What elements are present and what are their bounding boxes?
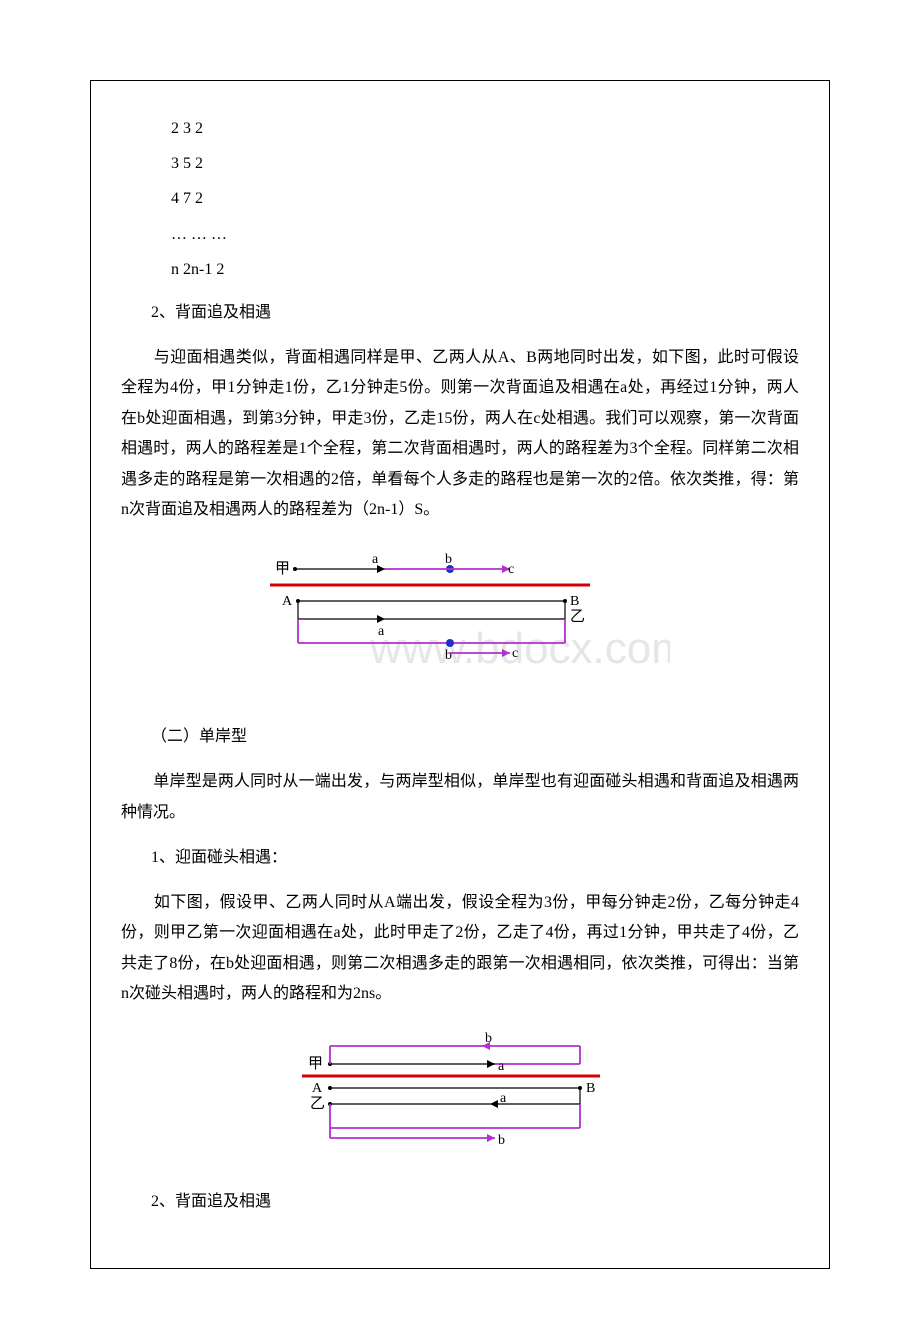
label-yi: 乙 xyxy=(570,609,585,625)
label-jia: 甲 xyxy=(308,1056,323,1072)
seq-line: 4 7 2 xyxy=(171,181,799,216)
arrow-icon xyxy=(377,615,385,623)
label-B: B xyxy=(586,1081,595,1096)
section-single1-heading: 1、迎面碰头相遇： xyxy=(151,842,799,874)
label-A: A xyxy=(312,1081,323,1096)
sequence-block: 2 3 2 3 5 2 4 7 2 … … … n 2n-1 2 xyxy=(171,111,799,287)
arrow-icon xyxy=(487,1060,495,1068)
section-single2-heading: 2、背面追及相遇 xyxy=(151,1186,799,1218)
label-a-bot: a xyxy=(500,1091,507,1106)
label-b-top: b xyxy=(485,1031,492,1046)
diagram-1: www.bdocx.com 甲 a b c A xyxy=(250,543,670,693)
seq-line: n 2n-1 2 xyxy=(171,252,799,287)
section-heading-2: 2、背面追及相遇 xyxy=(151,297,799,329)
label-b-bot: b xyxy=(445,648,452,663)
content-frame: 2 3 2 3 5 2 4 7 2 … … … n 2n-1 2 2、背面追及相… xyxy=(90,80,830,1269)
blue-dot-icon xyxy=(446,639,454,647)
diagram-2-wrap: b 甲 a A B 乙 xyxy=(121,1028,799,1158)
label-c-bot: c xyxy=(512,646,518,661)
label-a-top: a xyxy=(498,1059,505,1074)
document-page: 2 3 2 3 5 2 4 7 2 … … … n 2n-1 2 2、背面追及相… xyxy=(0,0,920,1329)
diagram-1-wrap: www.bdocx.com 甲 a b c A xyxy=(121,543,799,693)
arrow-icon xyxy=(487,1134,495,1142)
label-b-bot: b xyxy=(498,1133,505,1148)
label-yi: 乙 xyxy=(310,1096,325,1112)
label-a-top: a xyxy=(372,552,379,567)
label-jia: 甲 xyxy=(275,561,290,577)
arrow-icon xyxy=(490,1100,498,1108)
label-c-top: c xyxy=(508,562,514,577)
seq-line: 2 3 2 xyxy=(171,111,799,146)
section-single-title: （二）单岸型 xyxy=(151,721,799,753)
section-single-para: 单岸型是两人同时从一端出发，与两岸型相似，单岸型也有迎面碰头相遇和背面追及相遇两… xyxy=(121,767,799,828)
label-a-bot: a xyxy=(378,624,385,639)
seq-line: 3 5 2 xyxy=(171,146,799,181)
watermark-text: www.bdocx.com xyxy=(369,624,670,673)
diagram-2: b 甲 a A B 乙 xyxy=(280,1028,640,1158)
label-b-top: b xyxy=(445,552,452,567)
section-single1-para: 如下图，假设甲、乙两人同时从A端出发，假设全程为3份，甲每分钟走2份，乙每分钟走… xyxy=(121,888,799,1010)
label-A: A xyxy=(282,594,293,609)
seq-line: … … … xyxy=(171,217,799,252)
section2-paragraph: 与迎面相遇类似，背面相遇同样是甲、乙两人从A、B两地同时出发，如下图，此时可假设… xyxy=(121,343,799,525)
label-B: B xyxy=(570,594,579,609)
